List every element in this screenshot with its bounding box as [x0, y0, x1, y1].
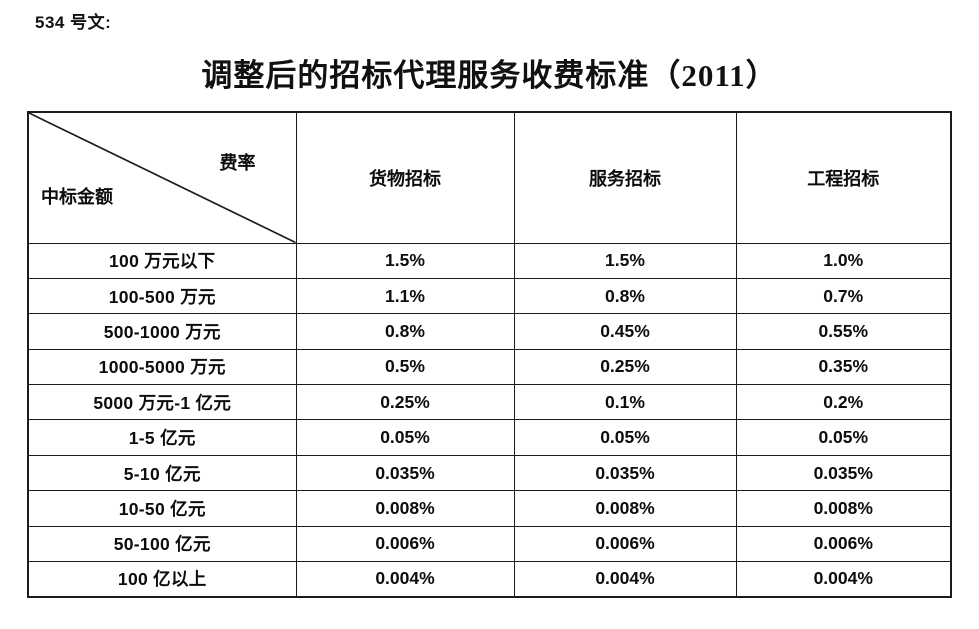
doc-number-label: 534 号文: — [35, 13, 112, 32]
rate-cell-goods: 1.1% — [295, 277, 515, 315]
rate-cell-services: 1.5% — [513, 242, 737, 279]
table-row: 50-100 亿元 0.006% 0.006% 0.006% — [27, 525, 952, 563]
row-label: 5-10 亿元 — [27, 454, 297, 492]
table-row: 5-10 亿元 0.035% 0.035% 0.035% — [27, 454, 952, 492]
table-row: 1-5 亿元 0.05% 0.05% 0.05% — [27, 419, 952, 456]
table-row: 100 万元以下 1.5% 1.5% 1.0% — [27, 242, 952, 279]
column-header-works: 工程招标 — [735, 111, 952, 244]
rate-cell-works: 0.008% — [735, 490, 952, 527]
row-label: 500-1000 万元 — [27, 313, 297, 350]
rate-cell-services: 0.45% — [513, 313, 737, 350]
diagonal-line — [29, 113, 295, 242]
rate-cell-goods: 0.25% — [295, 384, 515, 421]
rate-cell-goods: 0.8% — [295, 313, 515, 350]
corner-label-amount: 中标金额 — [41, 187, 113, 207]
table-row: 5000 万元-1 亿元 0.25% 0.1% 0.2% — [27, 384, 952, 421]
rate-cell-works: 0.35% — [735, 348, 952, 386]
rate-cell-works: 0.05% — [735, 419, 952, 456]
row-label: 1-5 亿元 — [27, 419, 297, 456]
rate-cell-works: 0.035% — [735, 454, 952, 492]
fee-table: 费率 中标金额 货物招标 服务招标 工程招标 100 万元以下 1.5% 1.5… — [27, 111, 952, 598]
table-row: 500-1000 万元 0.8% 0.45% 0.55% — [27, 313, 952, 350]
rate-cell-services: 0.1% — [513, 384, 737, 421]
row-label: 5000 万元-1 亿元 — [27, 384, 297, 421]
corner-label-rate: 费率 — [219, 153, 256, 173]
rate-cell-services: 0.8% — [513, 277, 737, 315]
table-row: 10-50 亿元 0.008% 0.008% 0.008% — [27, 490, 952, 527]
rate-cell-goods: 0.006% — [295, 525, 515, 563]
row-label: 1000-5000 万元 — [27, 348, 297, 386]
rate-cell-services: 0.008% — [513, 490, 737, 527]
rate-cell-works: 0.2% — [735, 384, 952, 421]
corner-header-cell: 费率 中标金额 — [27, 111, 297, 244]
table-row: 100-500 万元 1.1% 0.8% 0.7% — [27, 277, 952, 315]
rate-cell-services: 0.004% — [513, 561, 737, 598]
rate-cell-goods: 0.035% — [295, 454, 515, 492]
rate-cell-goods: 1.5% — [295, 242, 515, 279]
rate-cell-works: 0.006% — [735, 525, 952, 563]
rate-cell-works: 0.004% — [735, 561, 952, 598]
rate-cell-services: 0.05% — [513, 419, 737, 456]
rate-cell-works: 0.7% — [735, 277, 952, 315]
rate-cell-goods: 0.004% — [295, 561, 515, 598]
rate-cell-services: 0.006% — [513, 525, 737, 563]
rate-cell-works: 0.55% — [735, 313, 952, 350]
column-header-services: 服务招标 — [513, 111, 737, 244]
table-row: 1000-5000 万元 0.5% 0.25% 0.35% — [27, 348, 952, 386]
fee-table-body: 100 万元以下 1.5% 1.5% 1.0% 100-500 万元 1.1% … — [27, 242, 952, 598]
row-label: 100 万元以下 — [27, 242, 297, 279]
column-header-goods: 货物招标 — [295, 111, 515, 244]
rate-cell-services: 0.25% — [513, 348, 737, 386]
rate-cell-goods: 0.05% — [295, 419, 515, 456]
row-label: 50-100 亿元 — [27, 525, 297, 563]
rate-cell-services: 0.035% — [513, 454, 737, 492]
fee-table-container: 费率 中标金额 货物招标 服务招标 工程招标 100 万元以下 1.5% 1.5… — [27, 111, 952, 598]
page-title: 调整后的招标代理服务收费标准（2011） — [201, 58, 778, 93]
rate-cell-works: 1.0% — [735, 242, 952, 279]
rate-cell-goods: 0.5% — [295, 348, 515, 386]
row-label: 100-500 万元 — [27, 277, 297, 315]
row-label: 10-50 亿元 — [27, 490, 297, 527]
row-label: 100 亿以上 — [27, 561, 297, 598]
rate-cell-goods: 0.008% — [295, 490, 515, 527]
table-row: 100 亿以上 0.004% 0.004% 0.004% — [27, 561, 952, 598]
header-row: 费率 中标金额 货物招标 服务招标 工程招标 — [27, 111, 952, 244]
